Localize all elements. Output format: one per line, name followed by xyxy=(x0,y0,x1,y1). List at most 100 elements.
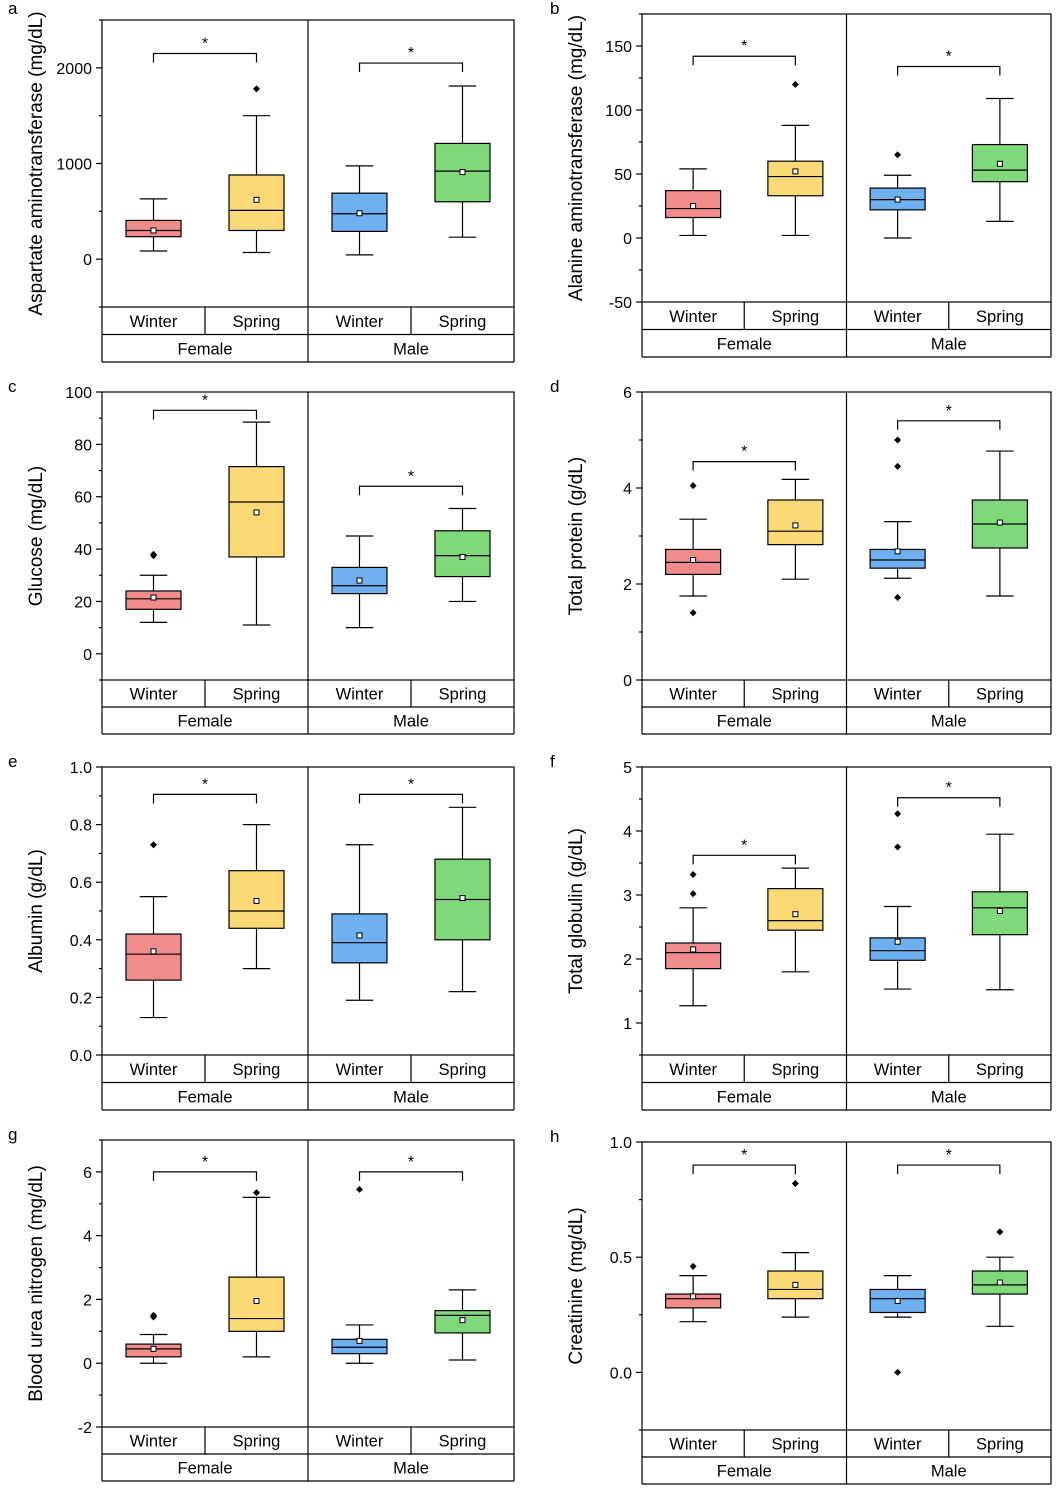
mean-marker xyxy=(150,1345,157,1352)
bracket-line xyxy=(152,409,258,420)
season-label: Spring xyxy=(233,313,281,331)
mean-marker xyxy=(894,196,901,203)
bracket-line xyxy=(692,461,796,471)
sex-label: Female xyxy=(177,1460,232,1478)
box-female-winter xyxy=(665,871,722,1007)
outlier-point xyxy=(894,1368,902,1376)
box-male-spring xyxy=(434,806,491,993)
iqr-box xyxy=(228,1276,285,1332)
significance-bracket: * xyxy=(358,776,464,804)
y-tick-label: 0.0 xyxy=(610,1365,632,1382)
mean-marker xyxy=(996,908,1003,914)
significance-asterisk: * xyxy=(741,1147,747,1164)
outlier-point xyxy=(894,810,902,818)
box-male-winter xyxy=(331,165,388,256)
panel-c: c 0 20 40 60 80 100 Glucose (mg/dL) Winter Spring… xyxy=(8,377,515,735)
season-label: Spring xyxy=(439,1061,487,1079)
significance-asterisk: * xyxy=(202,1154,208,1171)
iqr-box xyxy=(767,499,824,546)
bracket-line xyxy=(152,793,258,804)
box-male-winter xyxy=(869,1275,926,1376)
season-label: Spring xyxy=(233,686,281,704)
box-male-winter xyxy=(331,1185,388,1364)
y-tick-label: 100 xyxy=(65,385,92,402)
y-tick-label: 4 xyxy=(623,481,632,498)
significance-bracket: * xyxy=(152,776,258,804)
season-label: Winter xyxy=(130,686,178,704)
y-tick-label: 2 xyxy=(623,577,632,594)
mean-marker xyxy=(356,932,363,939)
outlier-point xyxy=(894,436,902,444)
y-tick-label: 1000 xyxy=(56,157,92,174)
mean-marker xyxy=(690,557,697,563)
significance-bracket: * xyxy=(692,38,796,66)
mean-marker xyxy=(792,168,799,175)
significance-asterisk: * xyxy=(202,35,208,52)
sex-label: Female xyxy=(177,713,232,731)
significance-bracket: * xyxy=(358,468,464,496)
y-tick-label: 0.4 xyxy=(70,933,92,950)
outlier-point xyxy=(150,841,157,849)
y-tick-label: 100 xyxy=(605,103,632,120)
sex-label: Male xyxy=(931,1088,967,1106)
season-label: Spring xyxy=(976,1061,1024,1079)
season-label: Winter xyxy=(130,1433,178,1451)
mean-marker xyxy=(792,911,799,918)
box-male-spring xyxy=(434,1289,491,1361)
mean-marker xyxy=(996,160,1003,167)
y-tick-label: 150 xyxy=(605,39,632,56)
panel-g: g -2 0 2 4 6 Blood urea nitrogen (mg/dL) Winter… xyxy=(8,1125,515,1482)
season-label: Spring xyxy=(976,1436,1024,1454)
outlier-point xyxy=(689,609,697,617)
box-female-winter xyxy=(125,841,182,1019)
box-female-spring xyxy=(767,80,824,237)
significance-asterisk: * xyxy=(946,403,952,420)
outlier-point xyxy=(689,890,697,898)
box-female-spring xyxy=(767,1179,824,1318)
box-female-spring xyxy=(228,85,285,254)
panel-b: b -50 0 50 100 150 Alanine aminotransferase (m… xyxy=(550,0,1052,358)
box-male-spring xyxy=(971,450,1028,597)
bracket-line xyxy=(897,65,1001,76)
y-axis-label: Glucose (mg/dL) xyxy=(26,466,47,606)
bracket-line xyxy=(692,854,796,865)
significance-bracket: * xyxy=(897,1147,1001,1175)
sex-label: Male xyxy=(931,713,967,731)
mean-marker xyxy=(356,1337,363,1344)
mean-marker xyxy=(253,509,260,516)
mean-marker xyxy=(894,1297,901,1304)
mean-marker xyxy=(894,548,901,555)
panel-letter: e xyxy=(8,752,17,771)
season-label: Winter xyxy=(336,1061,384,1079)
sex-label: Female xyxy=(717,713,772,731)
y-tick-label: 0 xyxy=(83,647,92,664)
y-tick-label: 0 xyxy=(623,231,632,248)
outlier-point xyxy=(894,593,902,601)
season-label: Spring xyxy=(976,686,1024,704)
y-tick-label: 2 xyxy=(83,1292,92,1309)
y-tick-label: 0 xyxy=(623,673,632,690)
box-male-winter xyxy=(869,151,926,239)
mean-marker xyxy=(150,227,157,234)
significance-asterisk: * xyxy=(741,837,747,854)
panel-letter: d xyxy=(550,377,559,396)
y-axis-label: Total protein (g/dL) xyxy=(566,457,587,615)
mean-marker xyxy=(690,946,697,953)
mean-marker xyxy=(459,1317,466,1324)
box-male-winter xyxy=(331,535,388,629)
y-tick-label: 50 xyxy=(614,167,632,184)
mean-marker xyxy=(792,1281,799,1288)
season-label: Spring xyxy=(233,1061,281,1079)
outlier-point xyxy=(894,843,902,851)
bracket-line xyxy=(358,485,464,496)
y-axis-label: Creatinine (mg/dL) xyxy=(566,1207,587,1364)
box-male-spring xyxy=(971,1228,1028,1327)
sex-label: Male xyxy=(393,1460,429,1478)
y-tick-label: 3 xyxy=(623,888,632,905)
box-female-spring xyxy=(228,421,285,626)
season-label: Winter xyxy=(336,1433,384,1451)
box-female-winter xyxy=(665,482,722,617)
y-axis-label: Albumin (g/dL) xyxy=(26,849,47,973)
season-label: Spring xyxy=(772,308,820,326)
